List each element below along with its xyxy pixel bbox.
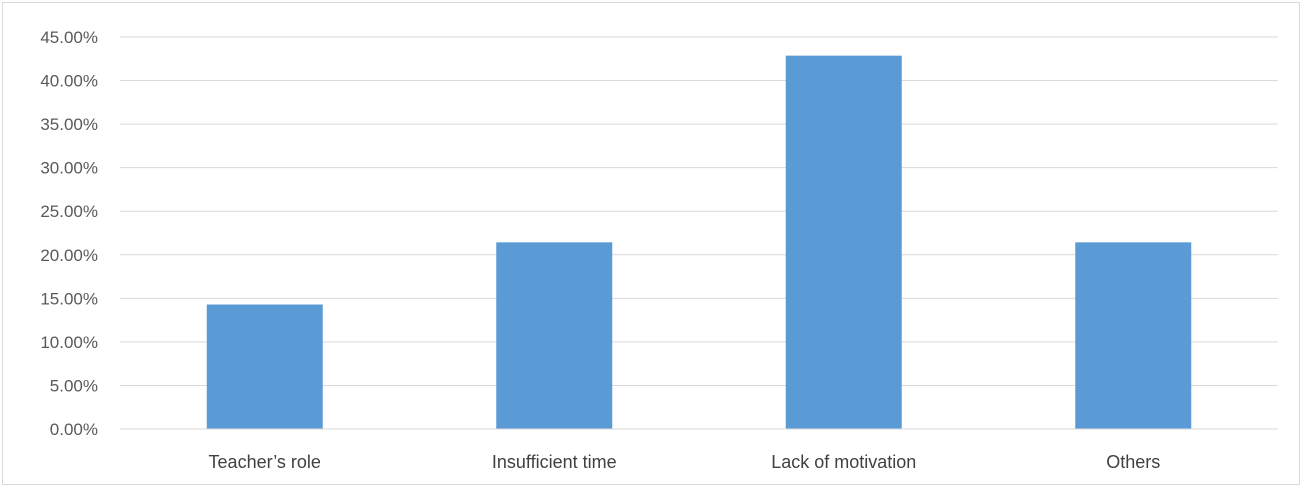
y-tick-label: 10.00% (40, 333, 98, 352)
x-category-label: Lack of motivation (771, 452, 916, 472)
x-category-label: Others (1106, 452, 1160, 472)
y-tick-label: 40.00% (40, 72, 98, 91)
bar (206, 304, 323, 429)
bar (785, 55, 902, 429)
x-axis-category-labels: Teacher’s role Insufficient time Lack of m… (209, 452, 1161, 472)
x-category-label: Teacher’s role (209, 452, 321, 472)
y-tick-label: 45.00% (40, 28, 98, 47)
x-category-label: Insufficient time (492, 452, 617, 472)
y-tick-label: 5.00% (50, 376, 98, 395)
y-tick-label: 15.00% (40, 289, 98, 308)
bar (496, 242, 613, 429)
y-tick-label: 35.00% (40, 115, 98, 134)
y-tick-label: 20.00% (40, 246, 98, 265)
y-tick-label: 30.00% (40, 159, 98, 178)
y-axis-tick-labels: 0.00% 5.00% 10.00% 15.00% 20.00% 25.00% 30.00%… (40, 28, 98, 439)
bar (1075, 242, 1192, 429)
bars (206, 55, 1192, 429)
y-tick-label: 25.00% (40, 202, 98, 221)
y-tick-label: 0.00% (50, 420, 98, 439)
